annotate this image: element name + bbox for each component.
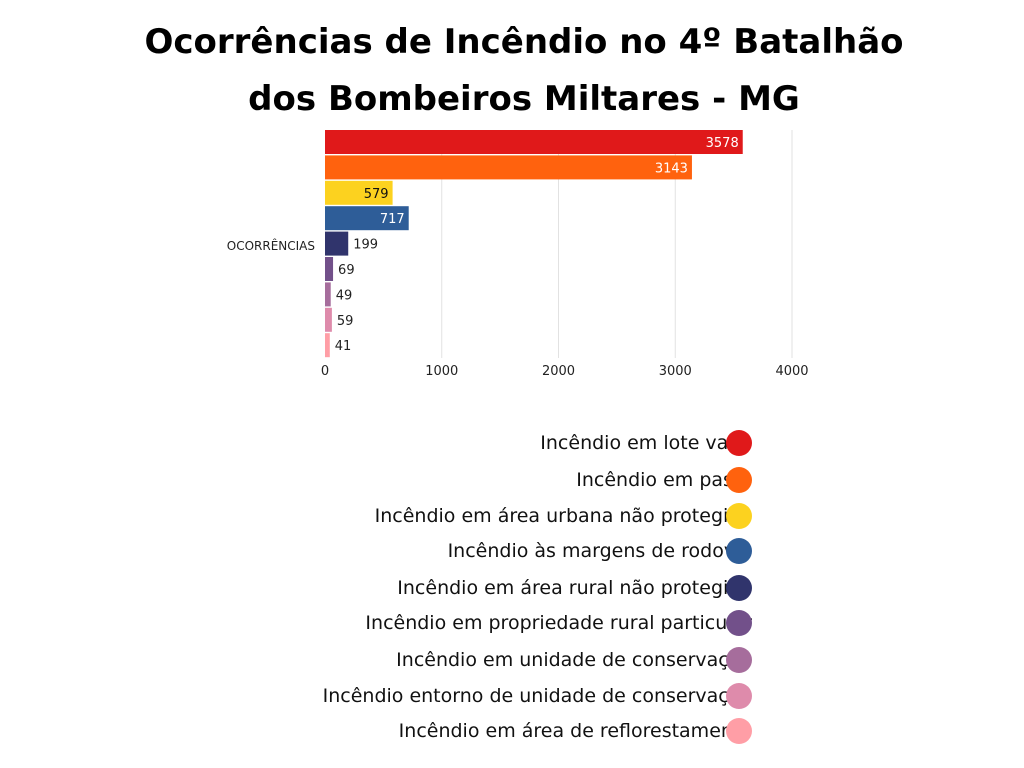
legend-swatch-icon (726, 430, 752, 456)
legend-swatch-icon (726, 503, 752, 529)
legend-swatch-icon (726, 467, 752, 493)
chart-title: Ocorrências de Incêndio no 4º Batalhão d… (0, 14, 1024, 128)
legend-label: Incêndio em unidade de conservação (396, 649, 752, 671)
legend-item: Incêndio em pasto (576, 465, 752, 495)
data-label: 59 (337, 314, 354, 329)
bar (325, 130, 743, 154)
legend-swatch-icon (726, 575, 752, 601)
legend-label: Incêndio em área de reflorestamento (398, 720, 752, 742)
legend-item: Incêndio em área urbana não protegida (375, 501, 752, 531)
legend-label: Incêndio em área urbana não protegida (374, 505, 752, 527)
x-tick-label: 4000 (775, 364, 808, 379)
bar (325, 155, 692, 180)
legend-swatch-icon (726, 538, 752, 564)
data-label: 69 (338, 263, 355, 278)
x-tick-label: 1000 (425, 364, 458, 379)
legend-label: Incêndio entorno de unidade de conservaç… (322, 685, 752, 707)
legend-label: Incêndio em pasto (576, 469, 752, 491)
data-label: 199 (353, 238, 378, 253)
legend-item: Incêndio às margens de rodovia (448, 536, 752, 566)
data-label: 3143 (655, 161, 688, 176)
legend-swatch-icon (726, 610, 752, 636)
legend-item: Incêndio em área rural não protegida (397, 573, 752, 603)
bar (325, 257, 334, 281)
legend-item: Incêndio entorno de unidade de conservaç… (323, 681, 752, 711)
x-tick-label: 0 (321, 364, 329, 379)
bar (325, 206, 409, 231)
bar (325, 307, 332, 332)
legend-item: Incêndio em propriedade rural particular (365, 608, 752, 638)
legend-label: Incêndio em área rural não protegida (397, 577, 752, 599)
data-label: 49 (336, 288, 353, 303)
chart-title-line1: Ocorrências de Incêndio no 4º Batalhão (144, 22, 904, 62)
legend-label: Incêndio em propriedade rural particular (365, 612, 752, 634)
bar (325, 180, 393, 205)
legend-swatch-icon (726, 718, 752, 744)
category-label: OCORRÊNCIAS (227, 238, 315, 253)
x-tick-label: 3000 (659, 364, 692, 379)
legend-label: Incêndio em lote vago (540, 432, 752, 454)
legend-item: Incêndio em lote vago (540, 428, 752, 458)
legend-label: Incêndio às margens de rodovia (447, 540, 752, 562)
x-tick-label: 2000 (542, 364, 575, 379)
data-label: 717 (380, 212, 405, 227)
legend-swatch-icon (726, 683, 752, 709)
legend-item: Incêndio em área de reflorestamento (399, 716, 752, 746)
bar (325, 282, 331, 307)
bar (325, 231, 349, 256)
bar (325, 333, 330, 358)
legend-item: Incêndio em unidade de conservação (396, 645, 752, 675)
chart-title-line2: dos Bombeiros Miltares - MG (248, 79, 800, 119)
data-label: 579 (364, 187, 389, 202)
data-label: 41 (335, 339, 352, 354)
data-label: 3578 (706, 136, 739, 151)
legend-swatch-icon (726, 647, 752, 673)
